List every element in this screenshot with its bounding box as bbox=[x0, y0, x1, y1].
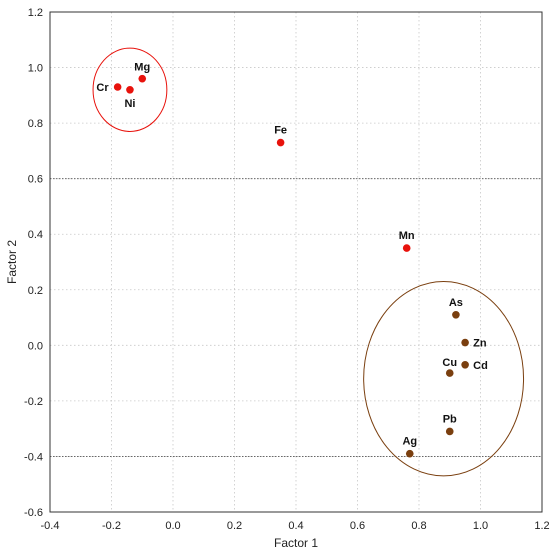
point-label-fe: Fe bbox=[274, 125, 287, 137]
y-tick-label: 0.2 bbox=[28, 285, 43, 297]
x-tick-label: 0.2 bbox=[227, 520, 242, 532]
x-tick-label: 1.2 bbox=[534, 520, 549, 532]
y-tick-label: 0.4 bbox=[28, 229, 43, 241]
group-ellipse bbox=[363, 280, 525, 477]
y-tick-label: 1.2 bbox=[28, 7, 43, 19]
x-tick-label: 1.0 bbox=[473, 520, 488, 532]
data-point-ag bbox=[405, 449, 414, 458]
data-point-mg bbox=[138, 74, 147, 83]
group-ellipse bbox=[92, 47, 168, 132]
y-tick-labels: -0.6 -0.4 -0.2 0.0 0.2 0.4 0.6 0.8 1.0 1.2 bbox=[24, 7, 43, 519]
y-tick-label: -0.4 bbox=[24, 451, 43, 463]
data-point-as bbox=[452, 310, 460, 319]
y-tick-label: -0.6 bbox=[24, 507, 43, 519]
point-label-as: As bbox=[449, 297, 463, 309]
point-label-cu: Cu bbox=[442, 357, 457, 369]
data-point-zn bbox=[461, 338, 469, 347]
y-tick-label: 0.6 bbox=[28, 174, 43, 186]
x-tick-label: 0.0 bbox=[165, 520, 180, 532]
x-tick-label: 0.6 bbox=[350, 520, 365, 532]
point-label-pb: Pb bbox=[443, 413, 457, 425]
point-label-mg: Mg bbox=[134, 62, 150, 74]
point-label-zn: Zn bbox=[473, 338, 487, 350]
data-points bbox=[113, 74, 469, 458]
x-tick-labels: -0.4 -0.2 0.0 0.2 0.4 0.6 0.8 1.0 1.2 bbox=[41, 520, 550, 532]
point-label-cd: Cd bbox=[473, 360, 488, 372]
data-point-ni bbox=[126, 85, 134, 94]
x-tick-label: 0.8 bbox=[411, 520, 426, 532]
point-label-ag: Ag bbox=[402, 436, 417, 448]
point-label-ni: Ni bbox=[124, 98, 135, 110]
grid bbox=[50, 12, 542, 512]
y-tick-label: 1.0 bbox=[28, 63, 43, 75]
reference-lines bbox=[50, 178, 542, 457]
x-axis-title: Factor 1 bbox=[274, 536, 318, 550]
data-point-cu bbox=[445, 369, 454, 377]
y-tick-label: -0.2 bbox=[24, 396, 43, 408]
data-point-mn bbox=[402, 244, 411, 252]
data-point-cr bbox=[113, 83, 122, 91]
y-axis-title: Factor 2 bbox=[5, 240, 19, 284]
point-label-cr: Cr bbox=[96, 82, 109, 94]
data-point-cd bbox=[461, 360, 469, 369]
group-ellipses bbox=[92, 47, 525, 477]
x-tick-label: -0.2 bbox=[102, 520, 121, 532]
plot-frame bbox=[49, 11, 543, 513]
x-tick-label: -0.4 bbox=[41, 520, 60, 532]
data-point-fe bbox=[276, 138, 285, 147]
point-label-mn: Mn bbox=[399, 230, 415, 242]
y-tick-label: 0.8 bbox=[28, 118, 43, 130]
point-labels: Cr Ni Mg Fe Mn As Zn Cu Cd Pb Ag bbox=[96, 62, 487, 448]
y-tick-label: 0.0 bbox=[28, 340, 43, 352]
x-tick-label: 0.4 bbox=[288, 520, 303, 532]
data-point-pb bbox=[445, 427, 454, 436]
